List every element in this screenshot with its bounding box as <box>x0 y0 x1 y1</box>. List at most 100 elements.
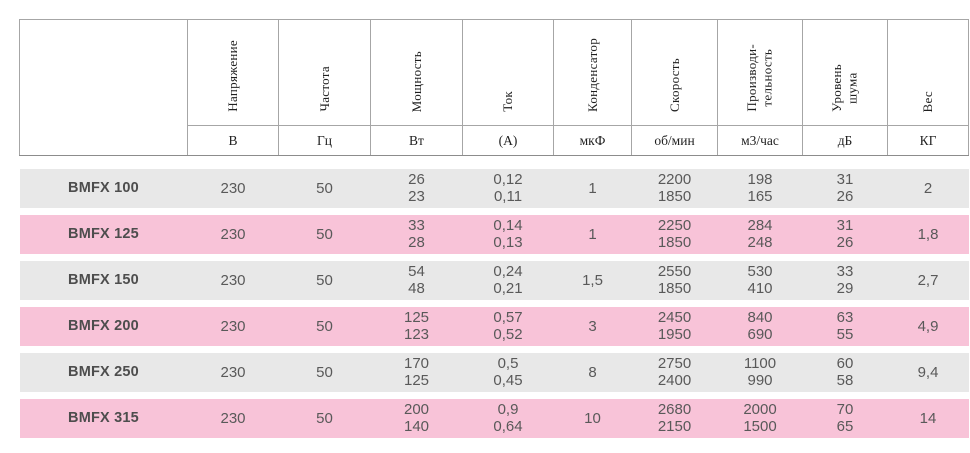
value-cell: 4,9 <box>887 306 969 346</box>
value-line: 1,8 <box>917 225 939 243</box>
value-line: 31 <box>836 171 854 188</box>
value-line: 10 <box>584 409 601 427</box>
value-line: 140 <box>403 418 430 435</box>
value-cell: 230 <box>187 168 279 208</box>
value-cell: 31 26 <box>802 214 888 254</box>
row-gap <box>19 345 969 353</box>
unit-cell: Гц <box>278 125 371 156</box>
value-line: 50 <box>316 317 333 335</box>
value-line: 28 <box>408 234 425 251</box>
value-line: 2450 <box>657 309 692 326</box>
value-cell: 33 29 <box>802 260 888 300</box>
value-line: 23 <box>408 188 425 205</box>
value-line: 2250 <box>657 217 692 234</box>
column-header-2: Частота <box>278 19 371 126</box>
value-cell: 50 <box>278 398 371 438</box>
spacer <box>19 207 969 215</box>
value-cell: 230 <box>187 306 279 346</box>
table-row-bmfx-125: BMFX 125 230 50 33 28 0,14 0,13 1 2250 1850 284 248… <box>19 214 969 254</box>
value-line: 230 <box>220 363 246 381</box>
value-line: 125 <box>403 309 430 326</box>
value-line: 0,24 <box>493 263 523 280</box>
unit-cell: Вт <box>370 125 463 156</box>
value-cell: 2,7 <box>887 260 969 300</box>
value-cell: 284 248 <box>717 214 803 254</box>
column-header-label: Вес <box>920 90 936 112</box>
value-cell: 1,5 <box>553 260 632 300</box>
model-cell: BMFX 150 <box>19 260 188 300</box>
spacer <box>19 299 969 307</box>
value-line: 26 <box>408 171 425 188</box>
model-cell: BMFX 125 <box>19 214 188 254</box>
unit-cell: КГ <box>887 125 969 156</box>
value-line: 0,11 <box>493 188 523 205</box>
value-line: 230 <box>220 271 246 289</box>
value-line: 65 <box>836 418 854 435</box>
row-gap <box>19 253 969 261</box>
value-cell: 9,4 <box>887 352 969 392</box>
value-line: 50 <box>316 363 333 381</box>
value-line: 125 <box>403 372 430 389</box>
unit-cell: об/мин <box>631 125 718 156</box>
value-line: 3 <box>588 317 597 335</box>
table-row-bmfx-150: BMFX 150 230 50 54 48 0,24 0,21 1,5 2550 1850 530 4… <box>19 260 969 300</box>
table-row-bmfx-200: BMFX 200 230 50 125 123 0,57 0,52 3 2450 1950 840 6… <box>19 306 969 346</box>
value-cell: 3 <box>553 306 632 346</box>
column-header-label: Ток <box>500 91 516 112</box>
value-line: 14 <box>919 409 937 427</box>
column-header-5: Конденсатор <box>553 19 632 126</box>
value-line: 1500 <box>743 418 777 435</box>
value-cell: 14 <box>887 398 969 438</box>
value-cell: 50 <box>278 306 371 346</box>
value-line: 230 <box>220 179 246 197</box>
unit-cell: дБ <box>802 125 888 156</box>
value-cell: 200 140 <box>370 398 463 438</box>
value-cell: 530 410 <box>717 260 803 300</box>
value-line: 0,5 <box>497 355 519 372</box>
row-gap <box>19 299 969 307</box>
value-line: 1 <box>588 179 597 197</box>
model-cell: BMFX 100 <box>19 168 188 208</box>
value-line: 0,13 <box>493 234 523 251</box>
corner-cell <box>19 19 188 156</box>
value-line: 2 <box>923 179 933 197</box>
table-body: BMFX 100 230 50 26 23 0,12 0,11 1 2200 1850 198 165… <box>19 155 969 438</box>
value-line: 2680 <box>657 401 692 418</box>
value-cell: 230 <box>187 398 279 438</box>
value-line: 248 <box>747 234 773 251</box>
value-cell: 2550 1850 <box>631 260 718 300</box>
value-line: 284 <box>747 217 773 234</box>
column-header-6: Скорость <box>631 19 718 126</box>
row-gap <box>19 207 969 215</box>
table-row-bmfx-100: BMFX 100 230 50 26 23 0,12 0,11 1 2200 1850 198 165… <box>19 168 969 208</box>
value-cell: 54 48 <box>370 260 463 300</box>
value-line: 0,12 <box>493 171 523 188</box>
value-line: 1 <box>588 225 597 243</box>
value-cell: 31 26 <box>802 168 888 208</box>
value-cell: 1100 990 <box>717 352 803 392</box>
value-line: 0,64 <box>493 418 523 435</box>
value-cell: 2000 1500 <box>717 398 803 438</box>
value-line: 2400 <box>657 372 692 389</box>
value-line: 1850 <box>657 234 692 251</box>
value-line: 50 <box>316 225 333 243</box>
value-line: 33 <box>408 217 425 234</box>
value-line: 63 <box>836 309 854 326</box>
value-line: 0,21 <box>493 280 523 297</box>
value-cell: 70 65 <box>802 398 888 438</box>
value-line: 31 <box>836 217 854 234</box>
value-cell: 2680 2150 <box>631 398 718 438</box>
value-cell: 0,24 0,21 <box>462 260 554 300</box>
column-header-9: Вес <box>887 19 969 126</box>
column-header-label: Скорость <box>666 58 682 112</box>
value-cell: 2750 2400 <box>631 352 718 392</box>
value-line: 200 <box>403 401 430 418</box>
value-line: 2200 <box>657 171 692 188</box>
value-line: 58 <box>836 372 854 389</box>
value-cell: 230 <box>187 214 279 254</box>
unit-cell: В <box>187 125 279 156</box>
value-line: 33 <box>836 263 854 280</box>
value-line: 990 <box>747 372 773 389</box>
value-line: 123 <box>403 326 430 343</box>
value-line: 8 <box>588 363 597 381</box>
